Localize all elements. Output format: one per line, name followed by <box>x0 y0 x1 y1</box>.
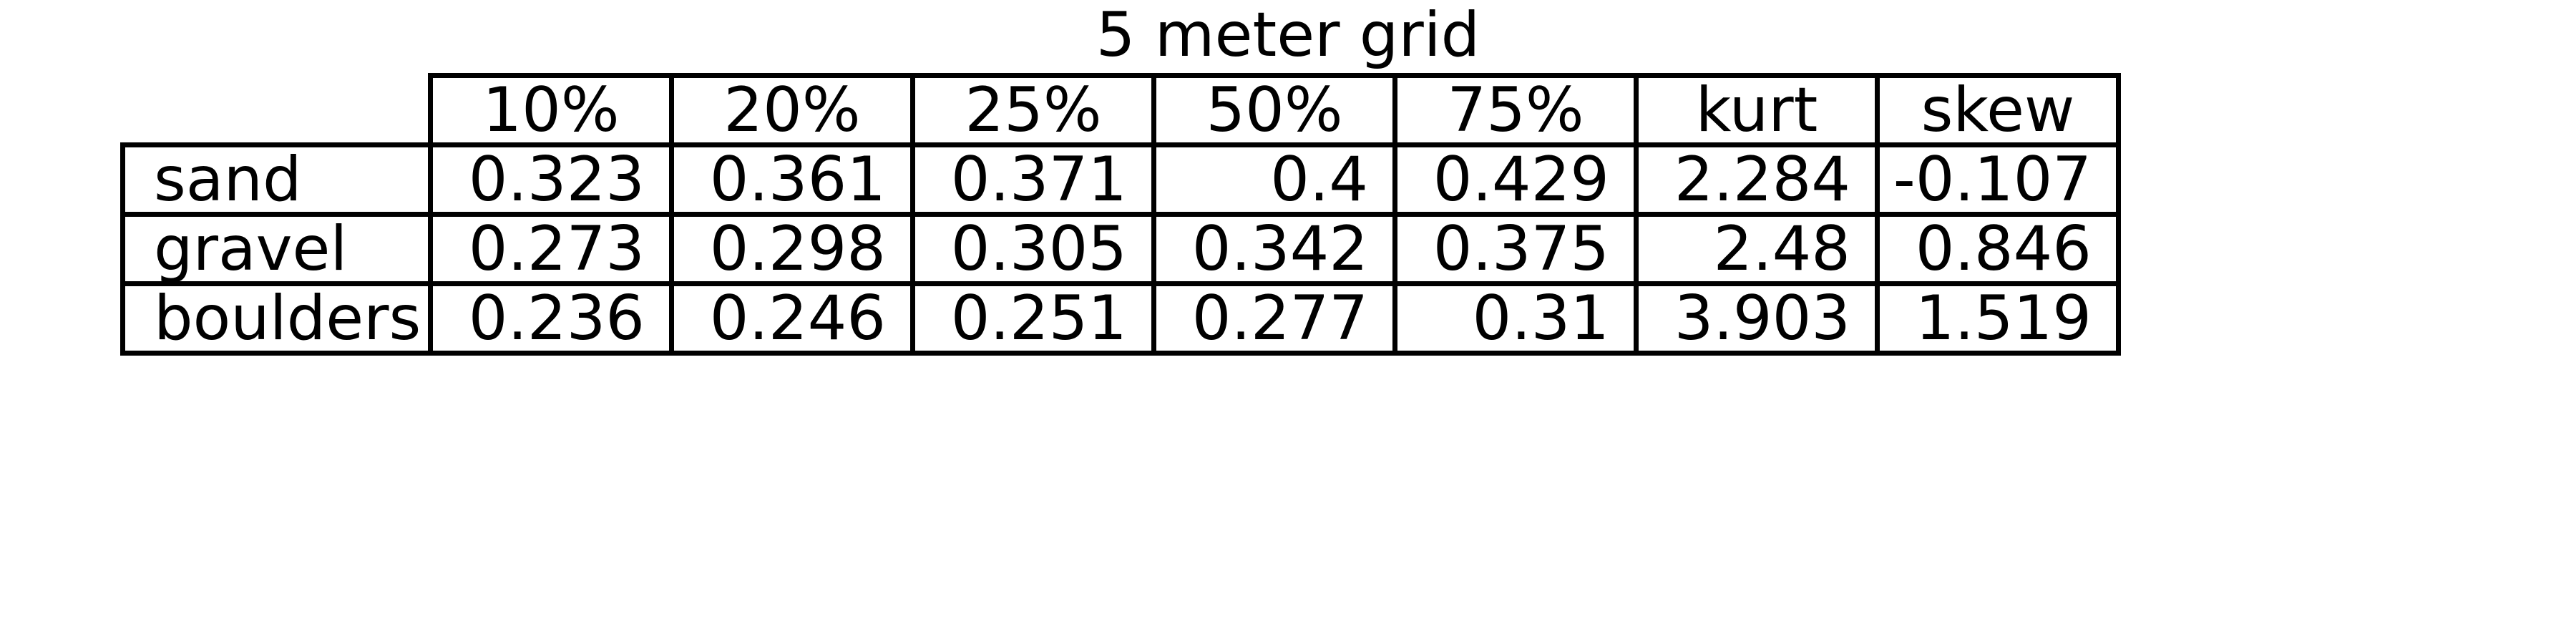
table-cell: 0.273 <box>428 212 674 286</box>
table-row: sand 0.323 0.361 0.371 0.4 0.429 2.284 -… <box>120 142 2121 217</box>
column-header: 10% <box>428 73 674 147</box>
table-row: gravel 0.273 0.298 0.305 0.342 0.375 2.4… <box>120 212 2121 286</box>
table-cell: 0.429 <box>1392 142 1639 217</box>
table-cell: 0.4 <box>1151 142 1397 217</box>
table-cell: 0.342 <box>1151 212 1397 286</box>
chart-title: 5 meter grid <box>1096 0 1480 71</box>
corner-cell <box>123 76 431 145</box>
table-cell: 0.371 <box>910 142 1156 217</box>
table-cell: 0.246 <box>669 281 915 356</box>
column-header: skew <box>1875 73 2121 147</box>
table-cell: 3.903 <box>1634 281 1880 356</box>
header-row: 10% 20% 25% 50% 75% kurt skew <box>123 73 2121 147</box>
table-cell: 0.31 <box>1392 281 1639 356</box>
column-header: 75% <box>1392 73 1639 147</box>
table-cell: 0.236 <box>428 281 674 356</box>
table-cell: 0.375 <box>1392 212 1639 286</box>
table-cell: 2.48 <box>1634 212 1880 286</box>
row-header: sand <box>120 142 433 217</box>
table-cell: 1.519 <box>1875 281 2121 356</box>
table-cell: 0.277 <box>1151 281 1397 356</box>
table-cell: 0.305 <box>910 212 1156 286</box>
table-cell: -0.107 <box>1875 142 2121 217</box>
table-cell: 2.284 <box>1634 142 1880 217</box>
column-header: 50% <box>1151 73 1397 147</box>
table-cell: 0.323 <box>428 142 674 217</box>
column-header: 25% <box>910 73 1156 147</box>
column-header: kurt <box>1634 73 1880 147</box>
table-row: boulders 0.236 0.246 0.251 0.277 0.31 3.… <box>120 281 2121 356</box>
row-header: gravel <box>120 212 433 286</box>
table-cell: 0.361 <box>669 142 915 217</box>
stats-table: 10% 20% 25% 50% 75% kurt skew sand 0.323… <box>120 73 2121 356</box>
row-header: boulders <box>120 281 433 356</box>
table-cell: 0.298 <box>669 212 915 286</box>
table-cell: 0.251 <box>910 281 1156 356</box>
table-cell: 0.846 <box>1875 212 2121 286</box>
column-header: 20% <box>669 73 915 147</box>
